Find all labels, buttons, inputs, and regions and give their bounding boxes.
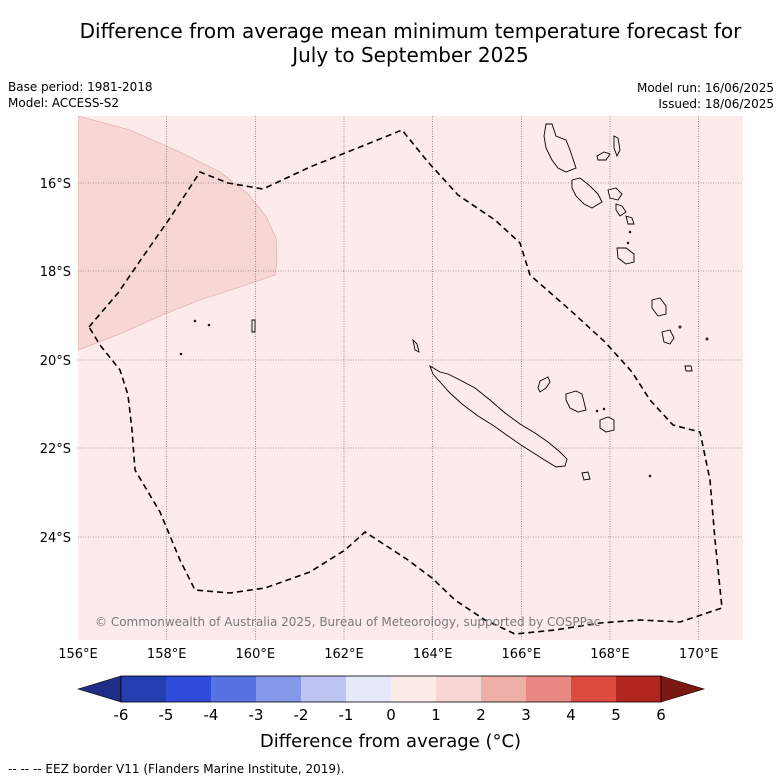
colorbar-swatch <box>526 676 571 702</box>
small-islets <box>179 230 709 478</box>
colorbar-label: 3 <box>521 706 531 724</box>
lat-tick-20s: 20°S <box>40 354 71 369</box>
meta-right: Model run: 16/06/2025 Issued: 18/06/2025 <box>637 80 774 112</box>
lat-tick-22s: 22°S <box>40 442 71 457</box>
colorbar-frame <box>120 675 662 703</box>
colorbar-label: -3 <box>249 706 264 724</box>
gridlines <box>78 116 743 640</box>
colorbar-swatch <box>256 676 301 702</box>
colorbar-labels: -6 -5 -4 -3 -2 -1 0 1 2 3 4 5 6 <box>114 706 666 724</box>
island-new-caledonia <box>412 338 591 481</box>
base-period: Base period: 1981-2018 <box>8 80 153 94</box>
colorbar-label: -6 <box>114 706 129 724</box>
colorbar-swatch <box>481 676 526 702</box>
colorbar-label: 1 <box>431 706 441 724</box>
eez-border <box>88 129 723 635</box>
lat-tick-16s: 16°S <box>40 177 71 192</box>
lon-tick-168e: 168°E <box>590 647 630 662</box>
lon-tick-labels: 156°E 158°E 160°E 162°E 164°E 166°E 168°… <box>58 647 718 662</box>
colorbar-label: 2 <box>476 706 486 724</box>
colorbar-label: 0 <box>386 706 396 724</box>
island-vanuatu <box>543 123 693 372</box>
colorbar-title: Difference from average (°C) <box>259 731 522 752</box>
colorbar-swatch <box>571 676 616 702</box>
colorbar-label: -2 <box>294 706 309 724</box>
lon-tick-158e: 158°E <box>147 647 187 662</box>
colorbar: -6 -5 -4 -3 -2 -1 0 1 2 3 4 5 6 <box>76 675 706 724</box>
lat-tick-18s: 18°S <box>40 265 71 280</box>
colorbar-swatch <box>391 676 436 702</box>
title-line-2: July to September 2025 <box>292 43 529 67</box>
lon-tick-156e: 156°E <box>58 647 98 662</box>
model-name: Model: ACCESS-S2 <box>8 96 120 110</box>
eez-legend-footer: -- -- -- EEZ border V11 (Flanders Marine… <box>8 762 345 776</box>
colorbar-arrow-right <box>660 675 706 703</box>
island-loyalty <box>537 376 615 433</box>
colorbar-swatch <box>616 676 661 702</box>
colorbar-swatch <box>346 676 391 702</box>
map-title: Difference from average mean minimum tem… <box>0 19 781 67</box>
colorbar-label: -1 <box>339 706 354 724</box>
colorbar-swatch <box>301 676 346 702</box>
colorbar-swatch <box>166 676 211 702</box>
colorbar-label: -5 <box>159 706 174 724</box>
colorbar-swatch <box>121 676 166 702</box>
colorbar-swatch <box>211 676 256 702</box>
title-line-1: Difference from average mean minimum tem… <box>79 19 742 43</box>
model-run: Model run: 16/06/2025 <box>636 81 774 95</box>
anomaly-region <box>78 116 278 351</box>
lon-tick-170e: 170°E <box>679 647 719 662</box>
lon-tick-162e: 162°E <box>324 647 364 662</box>
colorbar-label: -4 <box>204 706 219 724</box>
lon-tick-164e: 164°E <box>413 647 453 662</box>
colorbar-label: 6 <box>656 706 666 724</box>
issued-date: Issued: 18/06/2025 <box>658 97 774 111</box>
lat-tick-labels: 16°S 18°S 20°S 22°S 24°S <box>40 177 71 546</box>
colorbar-swatch <box>436 676 481 702</box>
lon-tick-166e: 166°E <box>502 647 542 662</box>
colorbar-arrow-left <box>76 675 122 703</box>
colorbar-label: 4 <box>566 706 576 724</box>
lon-tick-160e: 160°E <box>236 647 276 662</box>
colorbar-label: 5 <box>611 706 621 724</box>
copyright-text: © Commonwealth of Australia 2025, Bureau… <box>95 615 600 629</box>
meta-left: Base period: 1981-2018 Model: ACCESS-S2 <box>8 79 153 111</box>
lat-tick-24s: 24°S <box>40 531 71 546</box>
